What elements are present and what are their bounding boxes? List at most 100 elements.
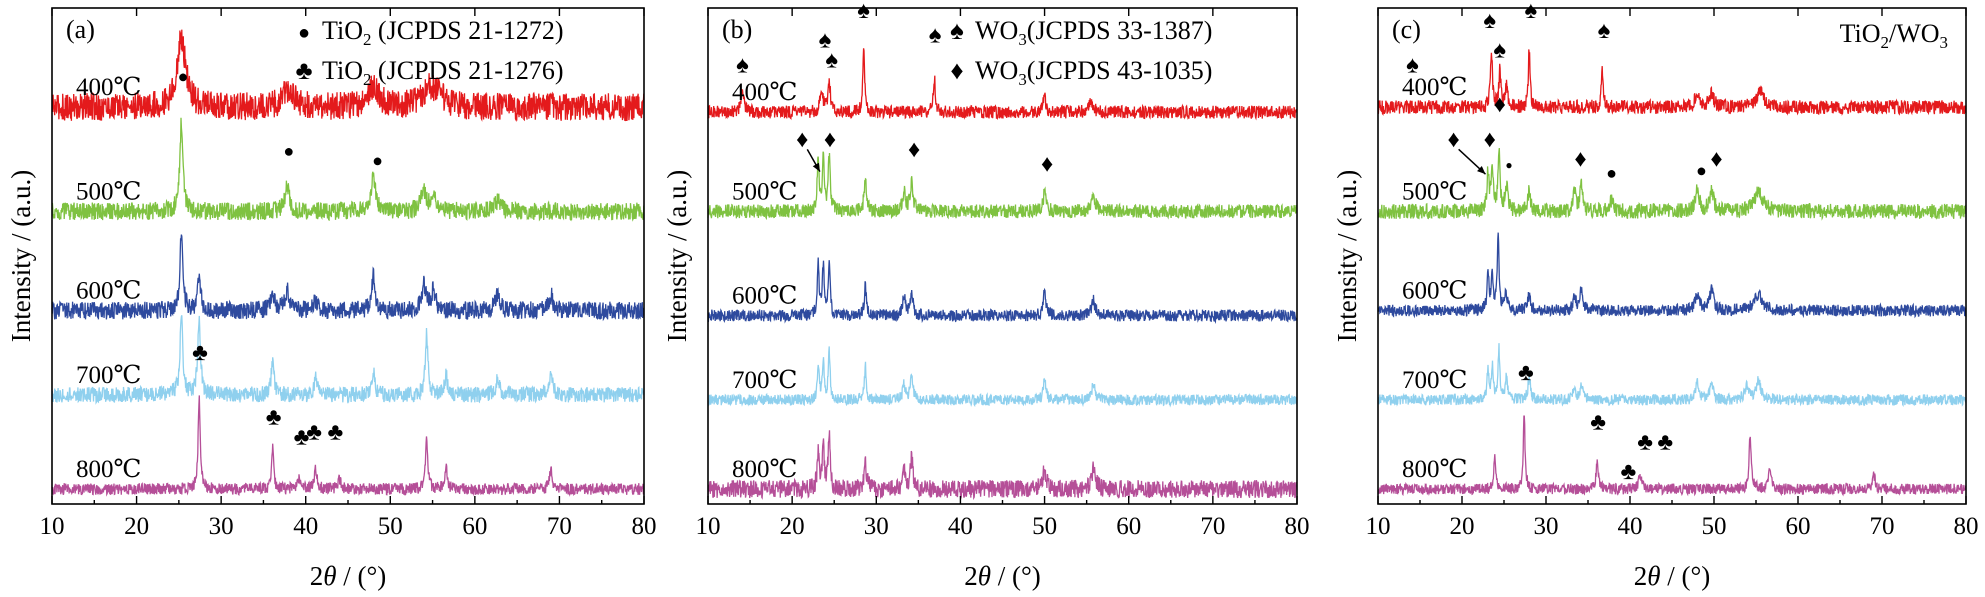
legend-label: WO3​(JCPDS 43-1035) [975, 56, 1212, 89]
series-line [51, 395, 645, 497]
peak-marker: ♠ [736, 52, 749, 78]
series-line [51, 29, 645, 123]
x-tick-label: 60 [462, 513, 487, 540]
peak-marker: ♠ [1483, 8, 1496, 34]
legend-symbol: ♠ [950, 16, 964, 45]
peak-marker: ● [283, 141, 294, 161]
peak-marker: ♣ [294, 424, 310, 450]
series-label: 800℃ [1402, 456, 1467, 483]
x-tick-label: 80 [1285, 513, 1310, 540]
x-tick-label: 40 [293, 513, 318, 540]
series-label: 600℃ [732, 283, 797, 310]
series-label: 400℃ [76, 74, 141, 101]
series-line [51, 117, 645, 222]
x-tick-label: 30 [1534, 513, 1559, 540]
peak-marker: ♠ [1493, 38, 1506, 64]
peak-marker: ♦ [1484, 127, 1496, 153]
series-line [51, 234, 645, 322]
panel-label: (c) [1392, 15, 1421, 44]
series-line [707, 430, 1297, 501]
peak-marker: ♦ [1447, 127, 1459, 153]
series-label: 500℃ [76, 178, 141, 205]
peak-marker: ♣ [1620, 459, 1636, 485]
peak-marker: ♣ [1657, 429, 1673, 455]
x-tick-label: 10 [40, 513, 65, 540]
series-label: 700℃ [76, 362, 141, 389]
peak-marker: ♣ [266, 405, 282, 431]
peak-marker: ♦ [1041, 152, 1053, 178]
x-axis-label: 2θ / (°) [964, 561, 1041, 591]
series-line [1377, 49, 1967, 116]
series-label: 600℃ [76, 278, 141, 305]
peak-marker: ♦ [1710, 147, 1722, 173]
x-tick-label: 50 [1032, 513, 1057, 540]
series-label: 400℃ [732, 79, 797, 106]
peak-marker: ♣ [327, 420, 343, 446]
marker-arrow-head [1477, 165, 1486, 175]
x-tick-label: 20 [124, 513, 149, 540]
x-tick-label: 80 [1954, 513, 1979, 540]
series-label: 400℃ [1402, 74, 1467, 101]
legend-label: TiO2​ (JCPDS 21-1272) [322, 16, 564, 49]
peak-marker: ● [1505, 158, 1512, 172]
series-label: 700℃ [732, 367, 797, 394]
peak-marker: ♠ [929, 23, 942, 49]
series-label: 500℃ [1402, 178, 1467, 205]
series-line [1377, 343, 1967, 407]
legend-symbol: ♦ [950, 56, 963, 85]
series-line [51, 315, 645, 405]
x-tick-label: 80 [632, 513, 657, 540]
legend-label: WO3​(JCPDS 33-1387) [975, 16, 1212, 49]
series-line [1377, 415, 1967, 497]
x-tick-label: 40 [1618, 513, 1643, 540]
series-line [707, 257, 1297, 324]
peak-marker: ● [1606, 163, 1617, 183]
peak-marker: ♦ [824, 127, 836, 153]
y-axis-label: Intensity / (a.u.) [1332, 170, 1362, 342]
x-tick-label: 20 [780, 513, 805, 540]
peak-marker: ♦ [1494, 92, 1506, 118]
series-line [1377, 232, 1967, 319]
series-line [707, 346, 1298, 408]
x-tick-label: 70 [1870, 513, 1895, 540]
x-tick-label: 50 [378, 513, 403, 540]
peak-marker: ♠ [857, 0, 870, 24]
peak-marker: ♣ [1518, 360, 1534, 386]
x-tick-label: 30 [209, 513, 234, 540]
legend-symbol: ♣ [295, 56, 312, 85]
x-tick-label: 10 [696, 513, 721, 540]
series-label: 500℃ [732, 178, 797, 205]
peak-marker: ♠ [819, 28, 832, 54]
series-line [707, 48, 1298, 121]
series-label: 800℃ [732, 456, 797, 483]
peak-marker: ♣ [192, 340, 208, 366]
peak-marker: ♦ [908, 137, 920, 163]
x-tick-label: 60 [1116, 513, 1141, 540]
peak-marker: ♠ [1598, 18, 1611, 44]
series-label: 600℃ [1402, 278, 1467, 305]
x-tick-label: 30 [864, 513, 889, 540]
peak-marker: ♦ [796, 127, 808, 153]
x-tick-label: 70 [547, 513, 572, 540]
peak-marker: ● [1696, 161, 1707, 181]
marker-arrow-head [812, 162, 820, 172]
peak-marker: ♣ [306, 420, 322, 446]
x-tick-label: 20 [1450, 513, 1475, 540]
peak-marker: ♠ [1525, 0, 1538, 24]
x-axis-label: 2θ / (°) [1634, 561, 1711, 591]
panel-label: (b) [722, 15, 752, 44]
peak-marker: ● [372, 151, 383, 171]
corner-label: TiO2​/WO3​ [1840, 19, 1948, 52]
peak-marker: ♠ [1406, 52, 1419, 78]
x-tick-label: 50 [1702, 513, 1727, 540]
series-line [707, 151, 1298, 221]
peak-marker: ● [178, 66, 189, 86]
x-tick-label: 40 [948, 513, 973, 540]
x-axis-label: 2θ / (°) [310, 561, 387, 591]
x-tick-label: 60 [1786, 513, 1811, 540]
x-tick-label: 70 [1200, 513, 1225, 540]
